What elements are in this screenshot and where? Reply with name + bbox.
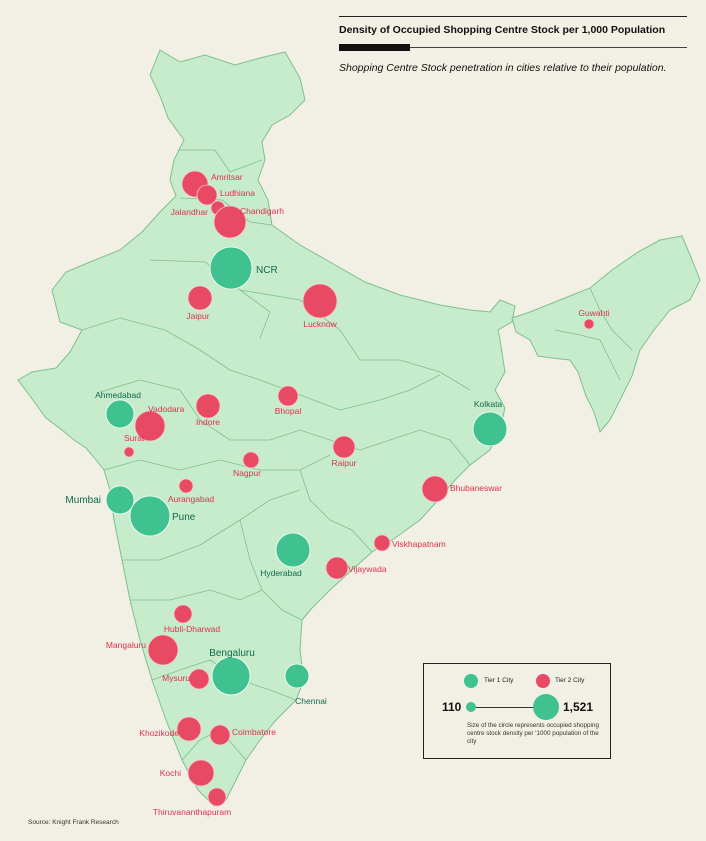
viskhapatnam-label: Viskhapatnam bbox=[392, 539, 446, 549]
indore-label: Indore bbox=[196, 417, 220, 427]
hyderabad-marker bbox=[275, 532, 311, 568]
chart-header: Density of Occupied Shopping Centre Stoc… bbox=[339, 16, 687, 74]
aurangabad-label: Aurangabad bbox=[168, 494, 215, 504]
raipur-marker bbox=[332, 435, 356, 459]
amritsar-label: Amritsar bbox=[211, 172, 243, 182]
tier2-legend-swatch bbox=[536, 674, 550, 688]
chart-title: Density of Occupied Shopping Centre Stoc… bbox=[339, 24, 666, 36]
chandigarh-marker bbox=[213, 205, 247, 239]
hubli-dharwad-label: Hubli-Dharwad bbox=[164, 624, 220, 634]
bhubaneswar-marker bbox=[421, 475, 449, 503]
ahmedabad-marker bbox=[105, 399, 135, 429]
source-note: Source: Knight Frank Research bbox=[28, 819, 119, 826]
raipur-label: Raipur bbox=[331, 458, 356, 468]
kochi-marker bbox=[187, 759, 215, 787]
mangaluru-marker bbox=[147, 634, 179, 666]
state-borders bbox=[81, 149, 633, 761]
surat-marker bbox=[123, 446, 135, 458]
bhopal-marker bbox=[277, 385, 299, 407]
northeast-outline bbox=[511, 235, 701, 434]
title-accent-bar bbox=[339, 44, 410, 51]
jaipur-label: Jaipur bbox=[186, 311, 209, 321]
chart-subtitle: Shopping Centre Stock penetration in cit… bbox=[339, 62, 667, 74]
tier1-legend-swatch bbox=[464, 674, 478, 688]
ludhiana-label: Ludhiana bbox=[220, 188, 255, 198]
tier1-legend-label: Tier 1 City bbox=[484, 677, 514, 684]
header-rule bbox=[339, 16, 687, 17]
bhubaneswar-label: Bhubaneswar bbox=[450, 483, 502, 493]
ncr-label: NCR bbox=[256, 265, 278, 276]
kolkata-label: Kolkata bbox=[474, 399, 503, 409]
jaipur-marker bbox=[187, 285, 213, 311]
ahmedabad-label: Ahmedabad bbox=[95, 390, 141, 400]
guwahti-label: Guwahti bbox=[578, 308, 609, 318]
legend-large-circle bbox=[533, 694, 559, 720]
guwahti-marker bbox=[583, 318, 595, 330]
ncr-marker bbox=[209, 246, 253, 290]
vadodara-label: Vadodara bbox=[148, 404, 185, 414]
viskhapatnam-marker bbox=[373, 534, 391, 552]
mumbai-label: Mumbai bbox=[65, 495, 101, 506]
chandigarh-label: Chandigarh bbox=[240, 206, 284, 216]
surat-label: Surat bbox=[124, 433, 145, 443]
vadodara-marker bbox=[134, 410, 166, 442]
city-labels: Amritsar Ludhiana Jalandhar Chandigarh NCR Ja… bbox=[65, 172, 609, 817]
chennai-label: Chennai bbox=[295, 696, 327, 706]
vijaywada-marker bbox=[325, 556, 349, 580]
khozikode-label: Khozikode bbox=[139, 728, 179, 738]
mumbai-marker bbox=[105, 485, 135, 515]
mysuru-marker bbox=[188, 668, 210, 690]
legend-note: Size of the circle represents occupied s… bbox=[467, 722, 599, 746]
hubli-dharwad-marker bbox=[173, 604, 193, 624]
pune-label: Pune bbox=[172, 512, 196, 523]
coimbatore-label: Coimbatore bbox=[232, 727, 276, 737]
mysuru-label: Mysuru bbox=[162, 673, 190, 683]
lucknow-marker bbox=[302, 283, 338, 319]
ludhiana-marker bbox=[196, 184, 218, 206]
legend-max-value: 1,521 bbox=[563, 700, 594, 714]
lucknow-label: Lucknow bbox=[303, 319, 337, 329]
bengaluru-label: Bengaluru bbox=[209, 648, 255, 659]
coimbatore-marker bbox=[209, 724, 231, 746]
khozikode-marker bbox=[176, 716, 202, 742]
pune-marker bbox=[129, 495, 171, 537]
hyderabad-label: Hyderabad bbox=[260, 568, 302, 578]
bengaluru-marker bbox=[211, 656, 251, 696]
indore-marker bbox=[195, 393, 221, 419]
vijaywada-label: Vijaywada bbox=[348, 564, 387, 574]
city-circles bbox=[105, 170, 595, 807]
bhopal-label: Bhopal bbox=[275, 406, 302, 416]
aurangabad-marker bbox=[178, 478, 194, 494]
land-mass bbox=[17, 49, 701, 807]
nagpur-marker bbox=[242, 451, 260, 469]
nagpur-label: Nagpur bbox=[233, 468, 261, 478]
tier2-legend-label: Tier 2 City bbox=[555, 677, 585, 684]
mangaluru-label: Mangaluru bbox=[106, 640, 146, 650]
legend-min-value: 110 bbox=[442, 700, 462, 714]
thiruvananthapuram-marker bbox=[207, 787, 227, 807]
kochi-label: Kochi bbox=[160, 768, 181, 778]
legend-small-circle bbox=[466, 702, 476, 712]
legend-scale-line bbox=[476, 707, 534, 708]
title-accent-line bbox=[410, 47, 687, 48]
jalandhar-label: Jalandhar bbox=[171, 207, 209, 217]
chennai-marker bbox=[284, 663, 310, 689]
kolkata-marker bbox=[472, 411, 508, 447]
thiruvananthapuram-label: Thiruvananthapuram bbox=[153, 807, 231, 817]
map-legend: Tier 1 City Tier 2 City 110 1,521 Size o… bbox=[423, 663, 611, 759]
